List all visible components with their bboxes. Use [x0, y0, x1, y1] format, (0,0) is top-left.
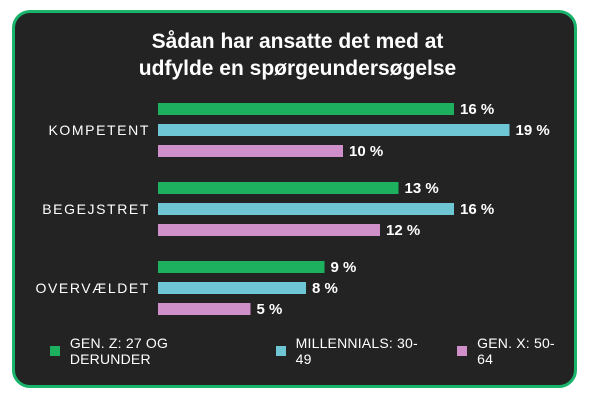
bar-kompetent-series-3 [158, 145, 343, 157]
legend-item-gen-x: GEN. X: 50-64 [457, 335, 569, 367]
legend-swatch-gen-z [50, 346, 60, 356]
bar-overvældet-series-3 [158, 303, 251, 315]
category-label-overvældet: OVERVÆLDET [35, 280, 150, 296]
legend-label-millennials: MILLENNIALS: 30-49 [295, 335, 418, 367]
data-label-begejstret-series-1: 13 % [405, 180, 439, 197]
bar-kompetent-series-2 [158, 124, 510, 136]
chart-card [12, 10, 577, 388]
legend-label-gen-x: GEN. X: 50-64 [477, 335, 555, 367]
category-label-begejstret: BEGEJSTRET [42, 201, 150, 217]
bar-kompetent-series-1 [158, 103, 454, 115]
bar-begejstret-series-3 [158, 224, 380, 236]
legend: GEN. Z: 27 OG DERUNDER MILLENNIALS: 30-4… [50, 335, 595, 367]
legend-swatch-millennials [275, 346, 286, 356]
bar-overvældet-series-1 [158, 261, 325, 273]
data-label-overvældet-series-1: 9 % [331, 259, 357, 276]
legend-label-gen-z: GEN. Z: 27 OG DERUNDER [69, 335, 169, 367]
data-label-overvældet-series-3: 5 % [257, 301, 283, 318]
category-label-kompetent: KOMPETENT [48, 122, 150, 138]
data-label-begejstret-series-3: 12 % [386, 222, 420, 239]
chart-title-line-2: udfylde en spørgeundersøgelse [138, 57, 457, 80]
chart-title-line-1: Sådan har ansatte det med at [151, 30, 444, 53]
data-label-kompetent-series-1: 16 % [460, 101, 494, 118]
data-label-kompetent-series-3: 10 % [349, 143, 383, 160]
chart-title: Sådan har ansatte det med at udfylde en … [0, 28, 595, 82]
bar-begejstret-series-1 [158, 182, 399, 194]
bar-begejstret-series-2 [158, 203, 454, 215]
legend-swatch-gen-x [457, 346, 468, 356]
bar-overvældet-series-2 [158, 282, 306, 294]
data-label-overvældet-series-2: 8 % [312, 280, 338, 297]
data-label-kompetent-series-2: 19 % [516, 122, 550, 139]
legend-item-gen-z: GEN. Z: 27 OG DERUNDER [50, 335, 250, 367]
legend-item-millennials: MILLENNIALS: 30-49 [275, 335, 432, 367]
data-label-begejstret-series-2: 16 % [460, 201, 494, 218]
